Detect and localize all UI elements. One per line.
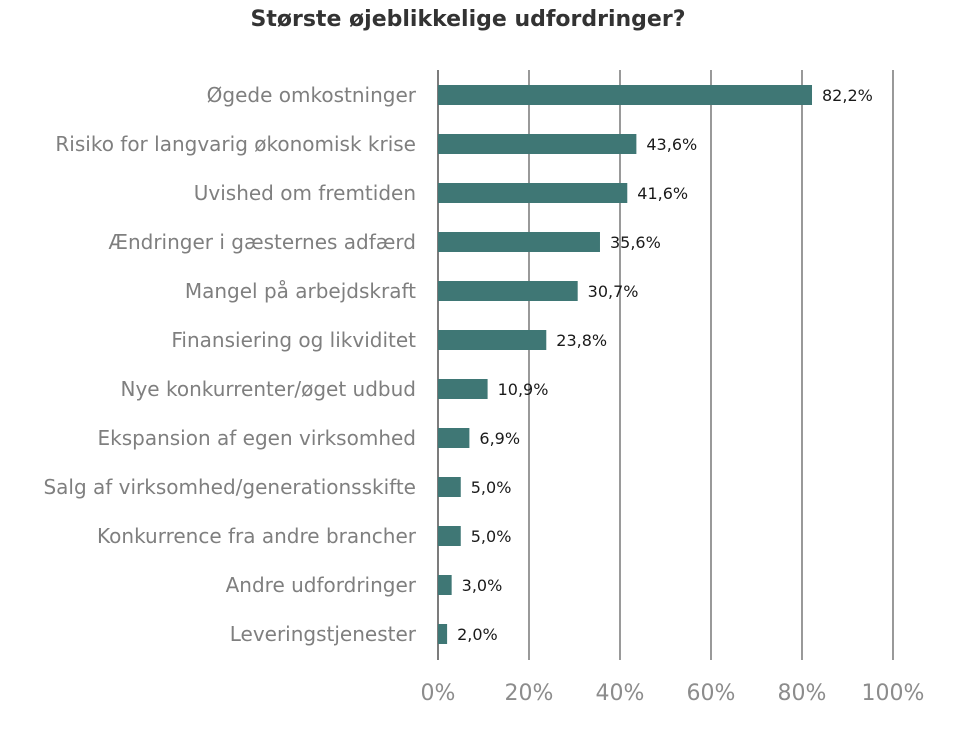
x-tick-label-60: 60% [687, 681, 736, 706]
category-label-2: Risiko for langvarig økonomisk krise [55, 132, 416, 156]
bar-8 [438, 428, 470, 448]
value-label-7: 10,9% [498, 380, 549, 399]
x-tick-label-80: 80% [778, 681, 827, 706]
category-label-10: Konkurrence fra andre brancher [97, 524, 417, 548]
x-tick-label-40: 40% [596, 681, 645, 706]
category-label-9: Salg af virksomhed/generationsskifte [43, 475, 416, 499]
x-tick-label-100: 100% [862, 681, 925, 706]
value-label-11: 3,0% [462, 576, 503, 595]
bar-3 [438, 183, 628, 203]
category-label-8: Ekspansion af egen virksomhed [97, 426, 416, 450]
category-label-3: Uvished om fremtiden [194, 181, 416, 205]
category-label-4: Ændringer i gæsternes adfærd [108, 230, 416, 254]
bar-4 [438, 232, 600, 252]
value-label-2: 43,6% [646, 135, 697, 154]
bar-2 [438, 134, 637, 154]
value-labels: 82,2% 43,6% 41,6% 35,6% 30,7% 23,8% 10,9% 6,9% 5… [457, 86, 873, 644]
x-tick-label-20: 20% [505, 681, 554, 706]
value-label-9: 5,0% [471, 478, 512, 497]
category-label-12: Leveringstjenester [230, 622, 417, 646]
chart-title: Største øjeblikkelige udfordringer? [251, 7, 686, 32]
value-label-6: 23,8% [556, 331, 607, 350]
bar-11 [438, 575, 452, 595]
category-label-6: Finansiering og likviditet [171, 328, 416, 352]
category-labels: Øgede omkostninger Risiko for langvarig ø… [43, 83, 416, 646]
value-label-5: 30,7% [588, 282, 639, 301]
value-label-8: 6,9% [479, 429, 520, 448]
x-tick-labels: 0% 20% 40% 60% 80% 100% [421, 681, 925, 706]
bar-12 [438, 624, 448, 644]
value-label-10: 5,0% [471, 527, 512, 546]
bar-7 [438, 379, 488, 399]
category-label-11: Andre udfordringer [226, 573, 417, 597]
category-label-7: Nye konkurrenter/øget udbud [121, 377, 417, 401]
bar-1 [438, 85, 813, 105]
value-label-3: 41,6% [637, 184, 688, 203]
category-label-5: Mangel på arbejdskraft [185, 279, 416, 303]
bar-6 [438, 330, 547, 350]
x-tick-label-0: 0% [421, 681, 456, 706]
bar-10 [438, 526, 461, 546]
bar-9 [438, 477, 461, 497]
value-label-4: 35,6% [610, 233, 661, 252]
bars [438, 85, 813, 644]
value-label-1: 82,2% [822, 86, 873, 105]
category-label-1: Øgede omkostninger [207, 83, 417, 107]
value-label-12: 2,0% [457, 625, 498, 644]
gridlines [437, 70, 894, 660]
bar-5 [438, 281, 578, 301]
